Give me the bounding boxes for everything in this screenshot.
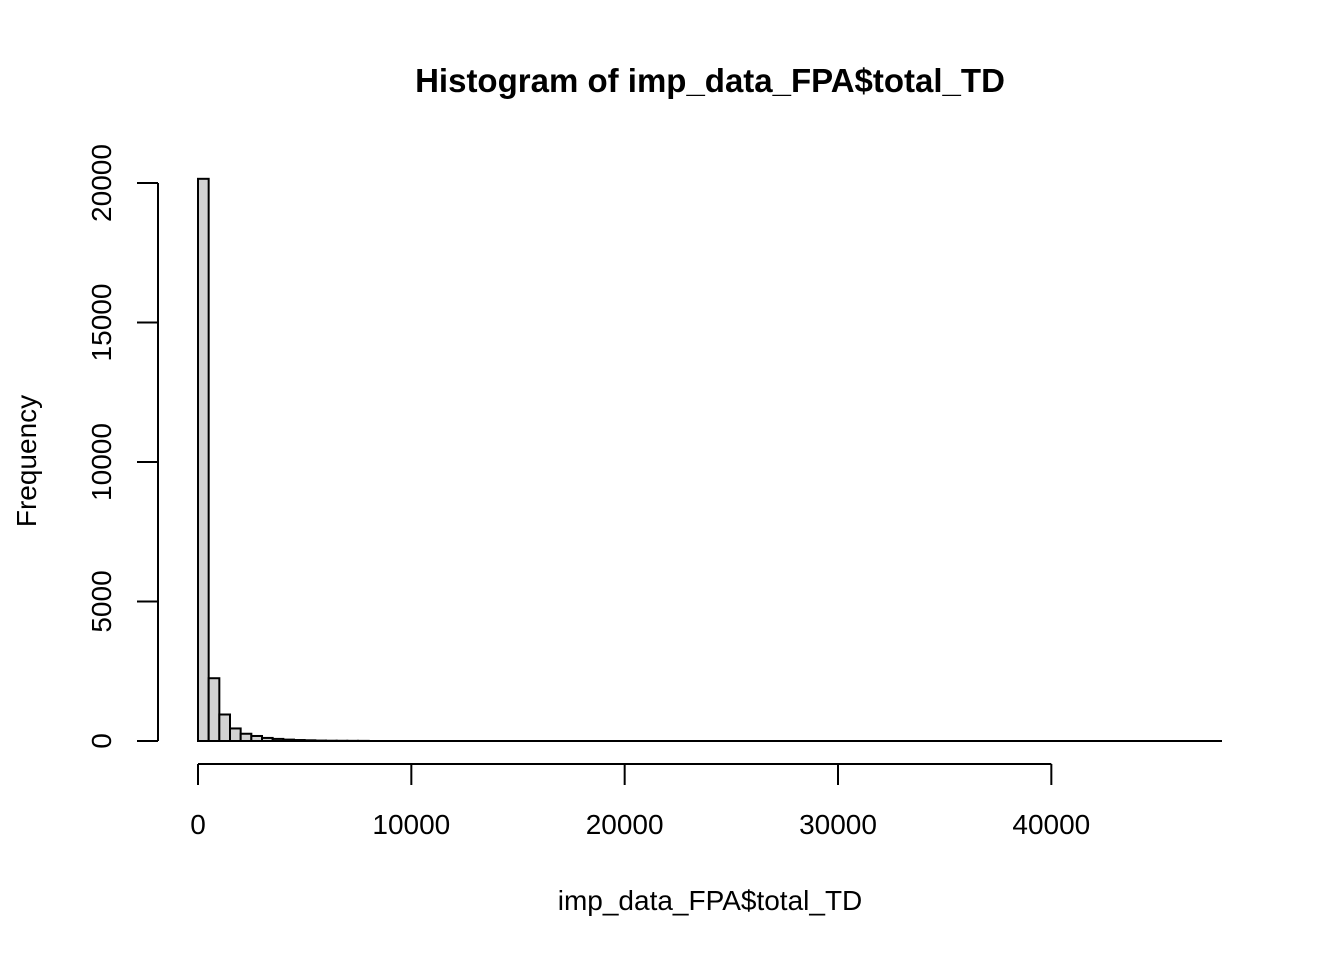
x-axis-label: imp_data_FPA$total_TD xyxy=(558,885,863,916)
x-tick-label: 0 xyxy=(190,809,206,840)
y-tick-label: 20000 xyxy=(86,144,117,222)
x-tick-label: 20000 xyxy=(586,809,664,840)
y-tick-label: 10000 xyxy=(86,423,117,501)
histogram-bar-2 xyxy=(218,713,231,742)
histogram-bar-9 xyxy=(293,739,306,742)
histogram-bar-7 xyxy=(271,737,285,742)
x-tick-label: 40000 xyxy=(1012,809,1090,840)
y-axis: 0 5000 10000 15000 20000 xyxy=(86,144,159,749)
histogram-bar-10 xyxy=(303,739,317,742)
y-axis-label: Frequency xyxy=(11,395,42,527)
histogram-bar-6 xyxy=(261,736,274,743)
histogram-bar-1 xyxy=(207,677,221,742)
y-tick-label: 0 xyxy=(86,733,117,749)
histogram-bar-5 xyxy=(250,734,263,743)
histogram-bar-8 xyxy=(282,738,296,742)
y-tick-label: 15000 xyxy=(86,284,117,362)
x-tick-label: 10000 xyxy=(372,809,450,840)
bars-group xyxy=(197,177,1222,743)
histogram-bar-4 xyxy=(239,732,253,742)
chart-title: Histogram of imp_data_FPA$total_TD xyxy=(415,62,1005,99)
y-tick-label: 5000 xyxy=(86,570,117,632)
histogram-bar-0 xyxy=(197,177,210,742)
histogram-bar-3 xyxy=(229,727,242,743)
x-tick-label: 30000 xyxy=(799,809,877,840)
x-axis: 0 10000 20000 30000 40000 xyxy=(190,763,1090,840)
